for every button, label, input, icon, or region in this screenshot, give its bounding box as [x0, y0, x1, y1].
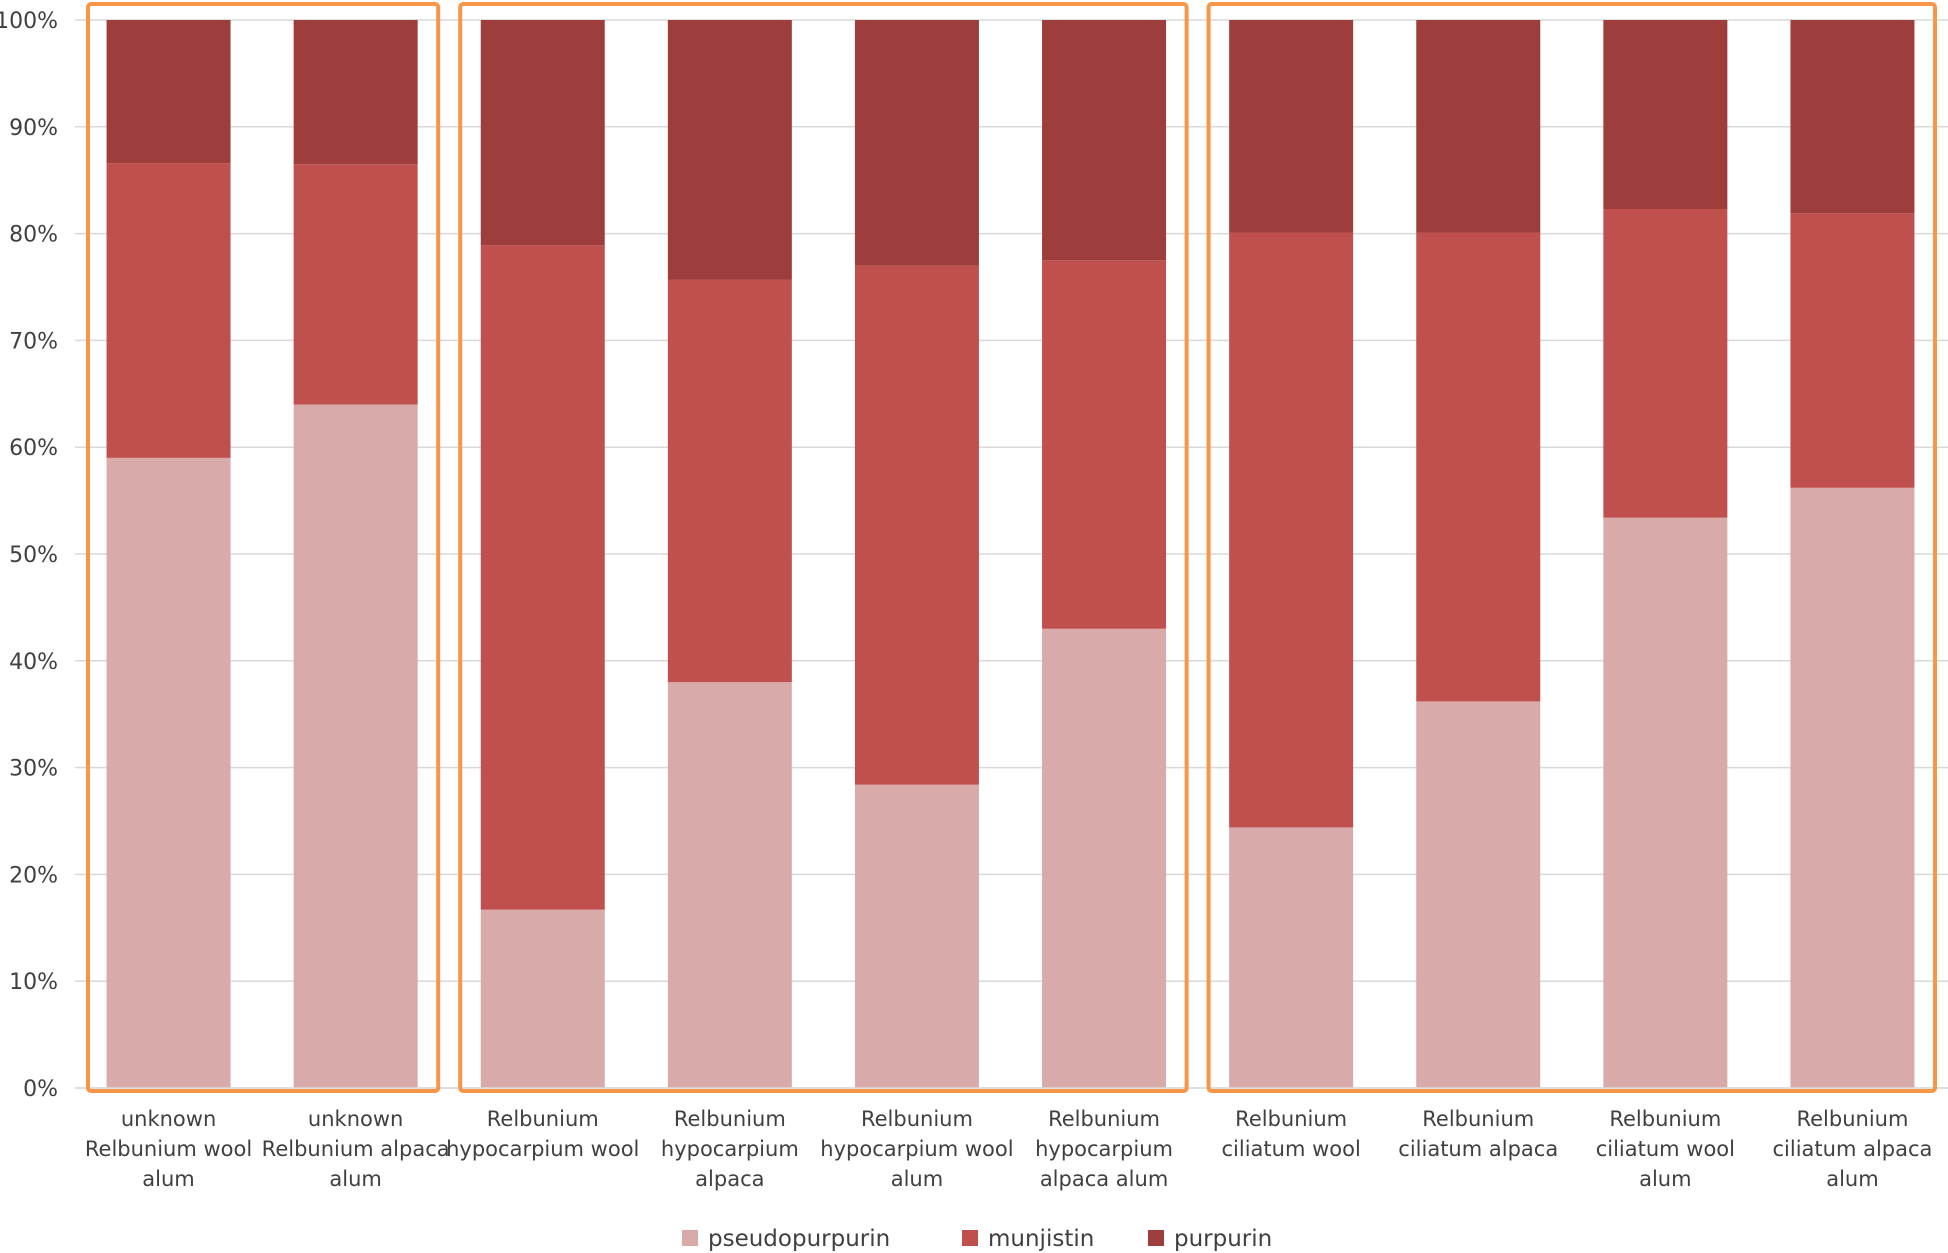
bar-segment-pseudopurpurin	[1229, 827, 1354, 1088]
y-tick-label: 80%	[9, 223, 58, 248]
bar-segment-munjistin	[293, 164, 418, 405]
bars	[75, 20, 1948, 1089]
y-tick-label: 60%	[9, 436, 58, 461]
bar-segment-purpurin	[1416, 20, 1541, 233]
bar-segment-purpurin	[106, 20, 231, 164]
x-category-label: Relbunium ciliatum alpaca alum	[1772, 1107, 1932, 1191]
y-tick-label: 0%	[23, 1077, 58, 1102]
bar-segment-purpurin	[1229, 20, 1354, 233]
y-tick-label: 50%	[9, 543, 58, 568]
x-category-label: Relbunium ciliatum wool alum	[1596, 1107, 1735, 1191]
y-tick-label: 30%	[9, 757, 58, 782]
x-category-label: unknown Relbunium alpaca alum	[262, 1107, 450, 1191]
bar-segment-munjistin	[1603, 209, 1728, 518]
bar-segment-munjistin	[1416, 232, 1541, 702]
group-box-hypocarpium	[458, 2, 1189, 1093]
group-boxes	[86, 2, 1937, 1093]
bar-segment-purpurin	[1603, 20, 1728, 210]
x-category-label: Relbunium ciliatum alpaca	[1398, 1107, 1558, 1161]
legend: pseudopurpurin munjistin purpurin	[682, 1226, 1272, 1252]
x-category-label: Relbunium ciliatum wool	[1221, 1107, 1360, 1161]
y-tick-label: 70%	[9, 329, 58, 354]
y-axis-ticks: 0% 10% 20% 30% 40% 50% 60% 70% 80% 90% 100%	[0, 9, 58, 1102]
y-tick-label: 20%	[9, 863, 58, 888]
legend-swatch-pseudopurpurin	[682, 1230, 698, 1246]
y-tick-label: 90%	[9, 116, 58, 141]
bar-segment-purpurin	[1042, 20, 1167, 261]
bar-segment-pseudopurpurin	[1790, 487, 1915, 1088]
bar-segment-purpurin	[667, 20, 792, 280]
bar-segment-pseudopurpurin	[1416, 701, 1541, 1088]
group-box-unknown	[86, 2, 441, 1093]
bar-segment-munjistin	[667, 279, 792, 683]
bar-segment-munjistin	[854, 265, 979, 785]
legend-swatch-purpurin	[1148, 1230, 1164, 1246]
x-category-label: Relbunium hypocarpium wool alum	[820, 1107, 1013, 1191]
bar-segment-munjistin	[106, 163, 231, 458]
x-category-label: unknown Relbunium wool alum	[85, 1107, 252, 1191]
bar-segment-purpurin	[854, 20, 979, 266]
bar-segment-purpurin	[293, 20, 418, 165]
bar-segment-munjistin	[480, 245, 605, 910]
legend-swatch-munjistin	[962, 1230, 978, 1246]
legend-label-pseudopurpurin: pseudopurpurin	[708, 1226, 890, 1252]
bar-segment-pseudopurpurin	[1603, 517, 1728, 1088]
legend-label-munjistin: munjistin	[988, 1226, 1094, 1252]
bar-segment-munjistin	[1229, 232, 1354, 828]
y-tick-label: 100%	[0, 9, 58, 34]
bar-segment-munjistin	[1042, 260, 1167, 629]
y-tick-label: 10%	[9, 970, 58, 995]
bar-segment-purpurin	[1790, 20, 1915, 214]
bar-segment-pseudopurpurin	[854, 784, 979, 1088]
bar-segment-pseudopurpurin	[480, 909, 605, 1088]
bar-segment-purpurin	[480, 20, 605, 246]
bar-segment-pseudopurpurin	[106, 457, 231, 1088]
y-tick-label: 40%	[9, 650, 58, 675]
x-category-label: Relbunium hypocarpium wool	[446, 1107, 639, 1161]
x-category-label: Relbunium hypocarpium alpaca alum	[1035, 1107, 1173, 1191]
bar-segment-pseudopurpurin	[667, 682, 792, 1088]
bar-segment-munjistin	[1790, 213, 1915, 488]
x-category-label: Relbunium hypocarpium alpaca	[661, 1107, 799, 1191]
bar-segment-pseudopurpurin	[293, 404, 418, 1089]
bar-segment-pseudopurpurin	[1042, 628, 1167, 1088]
group-box-ciliatum	[1206, 2, 1937, 1093]
legend-label-purpurin: purpurin	[1174, 1226, 1272, 1252]
